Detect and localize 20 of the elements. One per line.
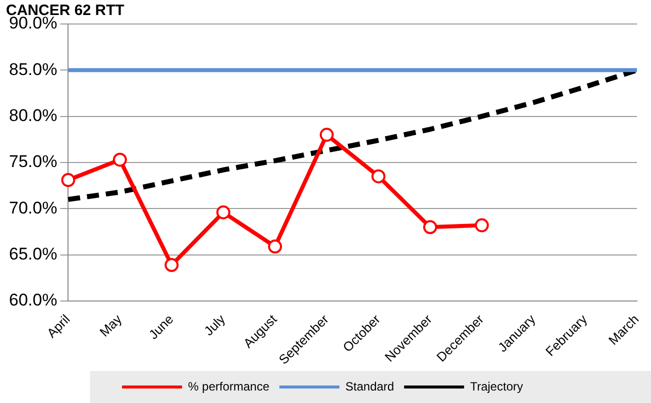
- point: [164, 258, 179, 272]
- x-tick-label: May: [96, 311, 125, 340]
- y-tick-label: 75.0%: [9, 152, 58, 172]
- point: [61, 173, 76, 188]
- y-tick-label: 80.0%: [9, 106, 58, 126]
- legend-label: Standard: [345, 379, 394, 394]
- x-tick-label: July: [201, 311, 228, 339]
- y-tick-label: 85.0%: [9, 60, 58, 79]
- point: [320, 128, 334, 142]
- legend-label: % performance: [188, 379, 270, 394]
- legend-label: Trajectory: [470, 379, 523, 394]
- point: [423, 220, 438, 234]
- point: [216, 205, 230, 220]
- y-tick-label: 65.0%: [9, 244, 58, 264]
- point: [112, 152, 127, 167]
- point: [371, 169, 386, 184]
- point: [474, 218, 489, 232]
- y-tick-label: 70.0%: [9, 198, 58, 218]
- y-tick-label: 60.0%: [9, 290, 58, 310]
- point: [268, 240, 282, 254]
